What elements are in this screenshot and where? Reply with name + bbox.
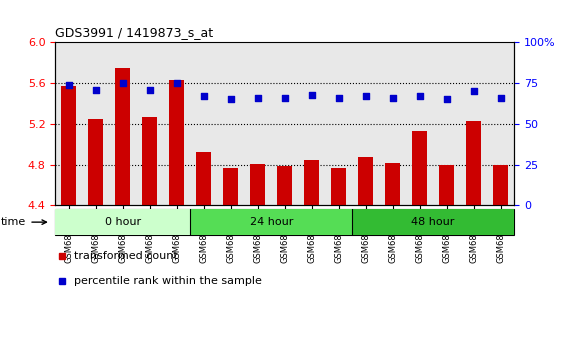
FancyBboxPatch shape <box>190 209 352 235</box>
Text: time: time <box>1 217 46 227</box>
Point <box>307 92 316 97</box>
Bar <box>142 117 157 205</box>
Point <box>388 95 397 101</box>
Bar <box>196 153 211 205</box>
Text: transformed count: transformed count <box>74 251 177 261</box>
Bar <box>304 160 319 205</box>
Bar <box>439 165 454 205</box>
Bar <box>250 164 265 205</box>
Text: GDS3991 / 1419873_s_at: GDS3991 / 1419873_s_at <box>55 26 213 39</box>
Bar <box>169 80 184 205</box>
Point <box>64 82 73 88</box>
Bar <box>115 68 130 205</box>
Bar <box>331 168 346 205</box>
Point <box>253 95 263 101</box>
Point <box>145 87 155 92</box>
Point <box>442 97 451 102</box>
Bar <box>88 119 103 205</box>
Bar <box>493 165 508 205</box>
Point <box>496 95 505 101</box>
Bar <box>358 158 373 205</box>
Point <box>172 80 181 86</box>
Point <box>280 95 289 101</box>
Bar <box>277 166 292 205</box>
Point <box>361 93 370 99</box>
Text: 0 hour: 0 hour <box>105 217 141 227</box>
Bar <box>385 162 400 205</box>
Point <box>226 97 235 102</box>
Point <box>118 80 127 86</box>
Bar <box>467 121 481 205</box>
FancyBboxPatch shape <box>55 209 190 235</box>
Point <box>469 88 478 94</box>
Text: percentile rank within the sample: percentile rank within the sample <box>74 276 261 286</box>
Point <box>334 95 343 101</box>
Point <box>91 87 101 92</box>
Text: 48 hour: 48 hour <box>411 217 455 227</box>
Point <box>415 93 424 99</box>
Point <box>199 93 209 99</box>
FancyBboxPatch shape <box>352 209 514 235</box>
Bar <box>61 86 76 205</box>
Text: 24 hour: 24 hour <box>249 217 293 227</box>
Bar <box>223 168 238 205</box>
Bar <box>413 131 427 205</box>
